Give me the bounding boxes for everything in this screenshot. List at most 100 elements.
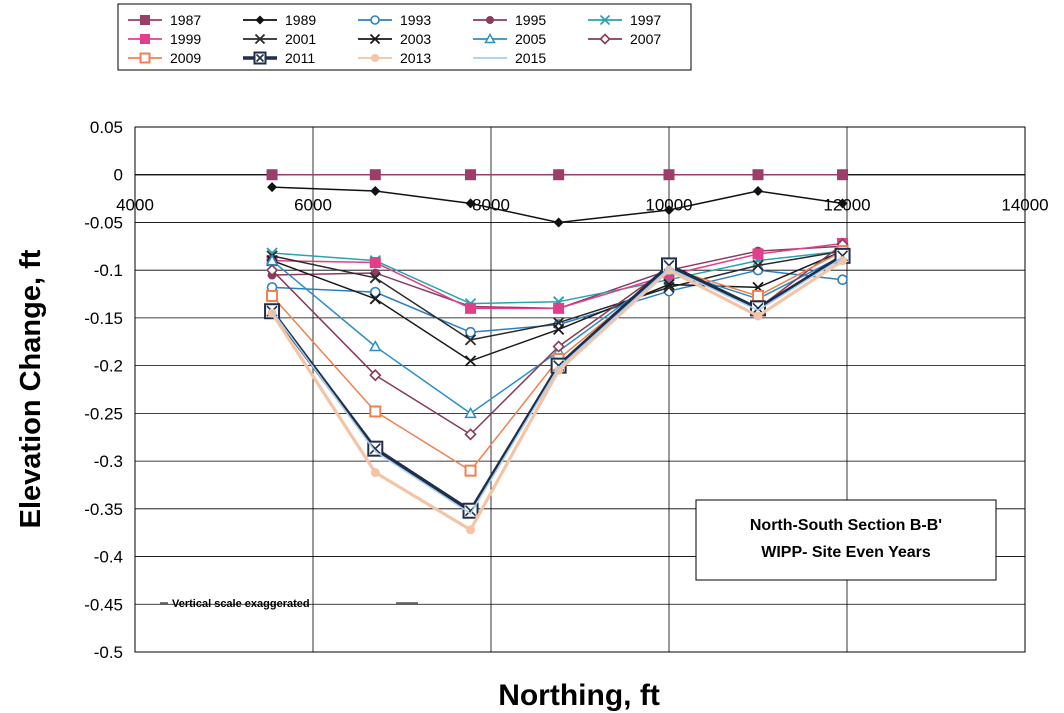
point-1989-4 [664,205,674,216]
point-1999-2 [465,302,477,314]
point-2005-1 [369,340,382,352]
legend-label-2011: 2011 [285,50,315,66]
point-2003-1 [369,293,381,305]
legend-entry-2003: 2003 [358,31,431,47]
legend-marker-1995 [486,16,494,24]
legend-entry-1987: 1987 [128,12,201,28]
point-1989-3 [553,217,564,228]
legend-box [117,3,692,71]
point-1993-5 [752,264,764,276]
legend-entry-2013: 2013 [358,50,431,66]
point-1987-2 [465,169,477,181]
legend-label-2013: 2013 [400,50,431,66]
vertical-scale-note: Vertical scale exaggerated [172,598,310,610]
legend: 1987 1989 1993 1995 1997 1999 2001 2003 2005 2007… [128,12,661,66]
legend-entry-2005: 2005 [473,31,546,47]
series-layer [264,169,851,535]
point-1999-3 [553,302,565,314]
y-tick-label-1: 0 [114,166,123,185]
series-line-2015 [271,257,843,515]
legend-entry-1999: 1999 [128,31,201,47]
point-2009-0 [266,289,279,302]
point-1987-1 [369,169,381,181]
point-2013-4 [664,265,674,275]
legend-marker-2001 [254,33,266,45]
y-tick-label-10: -0.45 [84,595,123,614]
series-2015 [271,257,843,515]
point-2013-2 [466,525,476,535]
y-tick-label-3: -0.1 [94,261,123,280]
legend-label-2003: 2003 [400,31,431,47]
legend-marker-1993 [370,15,380,25]
y-tick-label-9: -0.4 [94,548,123,567]
point-1993-1 [369,286,381,298]
point-1987-6 [837,169,849,181]
point-1987-0 [266,169,278,181]
legend-marker-1997 [599,14,611,26]
point-2001-2 [464,334,477,346]
section-annotation-box [695,499,997,581]
point-2013-5 [753,311,763,321]
y-tick-label-8: -0.35 [84,500,123,519]
legend-entry-1997: 1997 [588,12,661,28]
y-tick-label-5: -0.2 [94,357,123,376]
point-1993-6 [837,274,848,286]
legend-marker-2013 [371,54,379,62]
y-tick-label-0: 0.05 [90,118,123,137]
y-tick-label-7: -0.3 [94,452,123,471]
annotation-line-2: WIPP- Site Even Years [761,544,931,561]
series-2011 [264,247,851,519]
point-1989-2 [465,198,476,209]
point-2011-5 [750,300,766,317]
point-1989-6 [837,198,848,209]
legend-label-1989: 1989 [285,12,316,28]
point-1993-2 [465,326,476,338]
point-1987-3 [553,169,565,181]
y-tick-label-4: -0.15 [84,309,123,328]
legend-label-1999: 1999 [170,31,201,47]
point-1995-1 [370,268,380,278]
y-axis-ticks: 0.05 0 -0.05 -0.1 -0.15 -0.2 -0.25 -0.3 -0.35 -0.… [84,118,123,662]
y-tick-label-6: -0.25 [84,404,123,423]
point-1989-0 [267,182,278,193]
legend-label-2005: 2005 [515,31,546,47]
legend-label-1997: 1997 [630,12,661,28]
point-2013-3 [554,365,564,375]
legend-entry-2009: 2009 [128,50,201,66]
legend-marker-2003 [369,33,381,45]
point-2001-1 [369,272,381,284]
point-2009-2 [464,464,477,477]
x-tick-label-1: 6000 [294,196,332,215]
point-2007-0 [265,264,279,277]
legend-marker-2011 [253,51,267,65]
point-2007-1 [369,369,382,382]
x-tick-label-5: 14000 [1001,196,1048,215]
series-1987 [266,169,849,181]
point-2003-3 [553,323,565,336]
legend-label-1993: 1993 [400,12,431,28]
point-2003-2 [464,355,477,367]
point-2001-5 [752,259,764,272]
legend-entry-1993: 1993 [358,12,431,28]
legend-entry-2007: 2007 [588,31,661,47]
legend-label-1987: 1987 [170,12,201,28]
point-2009-5 [752,289,764,302]
legend-entry-2015: 2015 [473,50,546,66]
point-1999-1 [369,257,381,269]
legend-label-2015: 2015 [515,50,546,66]
point-1987-5 [752,169,764,181]
point-2007-2 [464,428,477,441]
point-1989-1 [370,185,381,196]
point-1987-4 [663,169,675,181]
legend-entry-2001: 2001 [243,31,316,47]
point-2009-1 [369,405,382,418]
x-axis-title: Northing, ft [498,679,660,712]
point-2007-3 [552,340,565,353]
point-1999-5 [752,248,764,260]
point-2013-1 [370,468,380,478]
legend-label-2001: 2001 [285,31,316,47]
point-2011-1 [367,440,384,457]
legend-label-2007: 2007 [630,31,661,47]
legend-label-1995: 1995 [515,12,546,28]
